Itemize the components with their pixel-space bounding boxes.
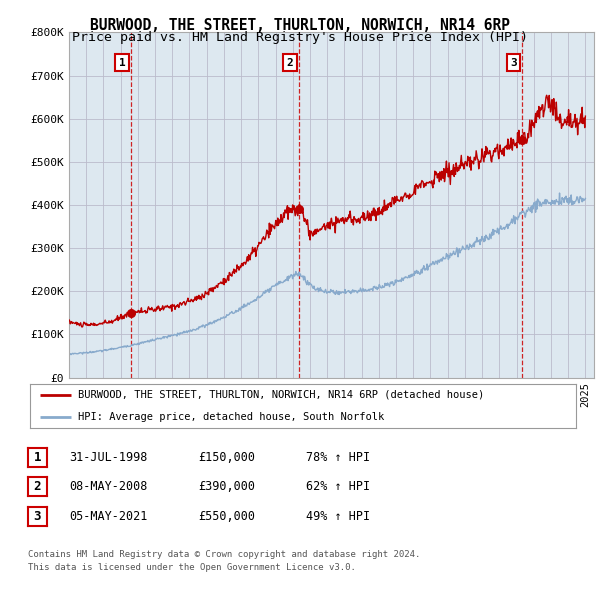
Text: BURWOOD, THE STREET, THURLTON, NORWICH, NR14 6RP (detached house): BURWOOD, THE STREET, THURLTON, NORWICH, …: [78, 389, 484, 399]
Text: 31-JUL-1998: 31-JUL-1998: [69, 451, 148, 464]
Text: 78% ↑ HPI: 78% ↑ HPI: [306, 451, 370, 464]
Text: 3: 3: [511, 58, 517, 68]
Text: 62% ↑ HPI: 62% ↑ HPI: [306, 480, 370, 493]
Text: HPI: Average price, detached house, South Norfolk: HPI: Average price, detached house, Sout…: [78, 412, 384, 422]
Text: 1: 1: [34, 451, 41, 464]
Text: £390,000: £390,000: [198, 480, 255, 493]
Text: 2: 2: [34, 480, 41, 493]
Text: Contains HM Land Registry data © Crown copyright and database right 2024.: Contains HM Land Registry data © Crown c…: [28, 550, 420, 559]
Text: This data is licensed under the Open Government Licence v3.0.: This data is licensed under the Open Gov…: [28, 563, 355, 572]
Text: BURWOOD, THE STREET, THURLTON, NORWICH, NR14 6RP: BURWOOD, THE STREET, THURLTON, NORWICH, …: [90, 18, 510, 32]
Text: £150,000: £150,000: [198, 451, 255, 464]
Text: 3: 3: [34, 510, 41, 523]
Text: 05-MAY-2021: 05-MAY-2021: [69, 510, 148, 523]
Text: 49% ↑ HPI: 49% ↑ HPI: [306, 510, 370, 523]
Text: 2: 2: [287, 58, 293, 68]
Text: Price paid vs. HM Land Registry's House Price Index (HPI): Price paid vs. HM Land Registry's House …: [72, 31, 528, 44]
Text: £550,000: £550,000: [198, 510, 255, 523]
Text: 1: 1: [119, 58, 125, 68]
Text: 08-MAY-2008: 08-MAY-2008: [69, 480, 148, 493]
